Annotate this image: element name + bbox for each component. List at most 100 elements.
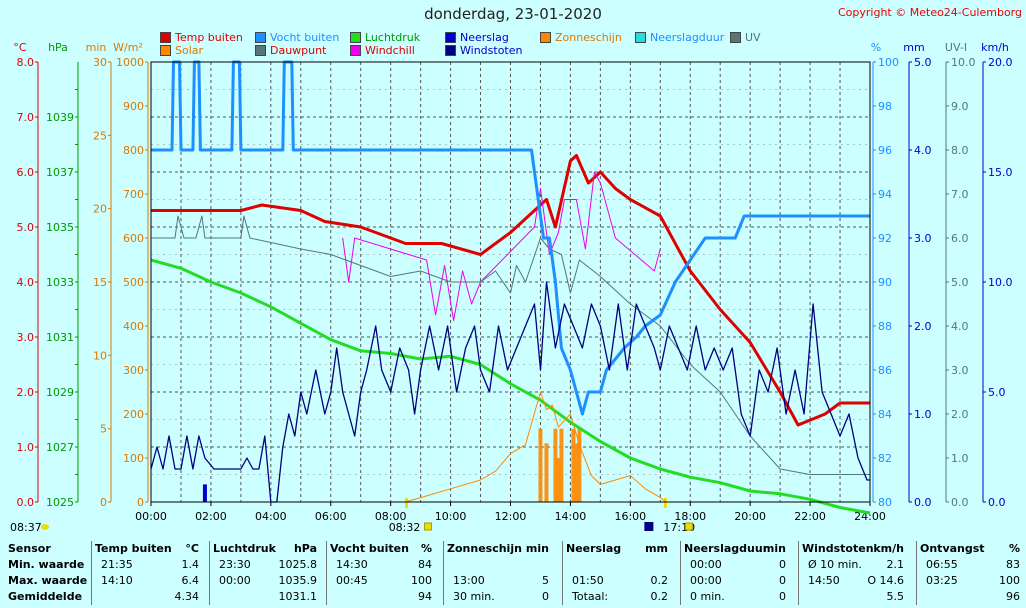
axis-unit-uv: UV-I xyxy=(945,41,967,54)
legend-item: Dauwpunt xyxy=(255,44,326,57)
tick-label-solar: 900 xyxy=(123,100,144,113)
tick-label-pressure: 1031 xyxy=(46,331,74,344)
series-line-temp-buiten xyxy=(151,154,870,427)
series-line-windchill xyxy=(342,171,661,321)
x-tick-label: 22:00 xyxy=(794,510,826,523)
tick-label-humidity: 92 xyxy=(878,232,892,245)
plot-border xyxy=(150,61,871,503)
stats-value: 96 xyxy=(1006,590,1020,603)
tick-label-solar: 1000 xyxy=(116,56,144,69)
stats-value: 0 xyxy=(542,590,549,603)
stats-col-rain: Neerslag mm 01:50 0.2 Totaal: 0.2 xyxy=(566,541,672,607)
stats-value: 0.2 xyxy=(650,574,669,587)
tick-label-rain: 0.0 xyxy=(914,496,932,509)
weather-chart: 0.01.02.03.04.05.06.07.08.0°C10251027102… xyxy=(10,41,1013,534)
stats-separator xyxy=(326,541,327,605)
stats-value: 0.2 xyxy=(650,590,669,603)
stats-unit: min xyxy=(525,542,549,555)
legend-label: Temp buiten xyxy=(175,31,243,44)
tick-label-humidity: 88 xyxy=(878,320,892,333)
stats-unit: min xyxy=(762,542,786,555)
stats-value: 1035.9 xyxy=(278,574,318,587)
legend-swatch xyxy=(350,32,361,43)
stats-value: 100 xyxy=(999,574,1020,587)
tick-label-uv: 9.0 xyxy=(951,100,969,113)
legend-swatch xyxy=(255,32,266,43)
tick-label-uv: 3.0 xyxy=(951,364,969,377)
chart-legend: Temp buiten Vocht buiten Luchtdruk Neerslag… xyxy=(160,31,800,61)
tick-label-pressure: 1027 xyxy=(46,441,74,454)
bar-zonneschijn xyxy=(544,443,549,502)
x-tick-label: 12:00 xyxy=(495,510,527,523)
x-tick-label: 20:00 xyxy=(734,510,766,523)
stats-col-temp: Temp buiten °C 21:35 1.4 14:10 6.4 4.34 xyxy=(95,541,203,607)
tick-label-rain: 2.0 xyxy=(914,320,932,333)
stats-time: 0 min. xyxy=(690,590,725,603)
tick-label-temp: 0.0 xyxy=(17,496,35,509)
chart-title: donderdag, 23-01-2020 xyxy=(424,5,602,23)
tick-label-uv: 7.0 xyxy=(951,188,969,201)
stats-row-label: Sensor xyxy=(8,542,51,555)
tick-label-solar: 500 xyxy=(123,276,144,289)
tick-label-solar: 0 xyxy=(137,496,144,509)
legend-swatch xyxy=(445,32,456,43)
legend-label: Solar xyxy=(175,44,204,57)
legend-swatch xyxy=(350,45,361,56)
stats-col-pressure: Luchtdruk hPa 23:30 1025.8 00:00 1035.9 1031.1 xyxy=(213,541,321,607)
x-tick-label: 06:00 xyxy=(315,510,347,523)
stats-value: 100 xyxy=(411,574,432,587)
stats-col-wind: Windstoten km/h Ø 10 min. 2.1 14:50 O 14.6 5.5 xyxy=(802,541,908,607)
legend-item: Neerslagduur xyxy=(635,31,724,44)
stats-value: 0 xyxy=(779,574,786,587)
stats-header: Neerslag xyxy=(566,542,622,555)
stats-separator xyxy=(209,541,210,605)
stats-value: 4.34 xyxy=(174,590,200,603)
stats-value: 84 xyxy=(418,558,432,571)
tick-label-pressure: 1039 xyxy=(46,111,74,124)
tick-label-sun_minutes: 5 xyxy=(100,423,107,436)
bar-zonneschijn xyxy=(577,428,582,502)
current-time-label: 08:37 xyxy=(10,521,42,534)
tick-label-pressure: 1035 xyxy=(46,221,74,234)
tick-label-pressure: 1033 xyxy=(46,276,74,289)
legend-swatch xyxy=(445,45,456,56)
legend-label: Neerslag xyxy=(460,31,509,44)
stats-value: 5 xyxy=(542,574,549,587)
tick-label-temp: 1.0 xyxy=(17,441,35,454)
tick-label-sun_minutes: 15 xyxy=(93,276,107,289)
tick-label-humidity: 84 xyxy=(878,408,892,421)
stats-time: 14:10 xyxy=(101,574,133,587)
series-line-dauwpunt xyxy=(151,215,870,475)
stats-col-sensor: Sensor Min. waarde Max. waarde Gemiddelde xyxy=(8,541,92,607)
stats-time: 06:55 xyxy=(926,558,958,571)
moon-icon xyxy=(644,522,654,531)
legend-label: Windchill xyxy=(365,44,415,57)
tick-label-temp: 6.0 xyxy=(17,166,35,179)
stats-value: 1025.8 xyxy=(278,558,318,571)
tick-label-humidity: 96 xyxy=(878,144,892,157)
stats-value: 6.4 xyxy=(181,574,200,587)
bar-zonneschijn xyxy=(574,443,579,502)
stats-time: 21:35 xyxy=(101,558,133,571)
tick-label-solar: 400 xyxy=(123,320,144,333)
x-tick-label: 14:00 xyxy=(555,510,587,523)
tick-label-wind: 20.0 xyxy=(988,56,1013,69)
stats-value: 1031.1 xyxy=(278,590,318,603)
stats-time: 14:30 xyxy=(336,558,368,571)
copyright-text: Copyright © Meteo24-Culemborg xyxy=(838,6,1022,19)
legend-item: Neerslag xyxy=(445,31,509,44)
axis-unit-wind: km/h xyxy=(981,41,1009,54)
tick-label-solar: 600 xyxy=(123,232,144,245)
stats-header: Neerslagduur xyxy=(684,542,769,555)
legend-swatch xyxy=(635,32,646,43)
tick-label-uv: 8.0 xyxy=(951,144,969,157)
tick-label-uv: 4.0 xyxy=(951,320,969,333)
x-tick-label: 08:00 xyxy=(375,510,407,523)
stats-unit: % xyxy=(1008,542,1020,555)
stats-value: 0 xyxy=(779,558,786,571)
tick-label-rain: 4.0 xyxy=(914,144,932,157)
tick-label-wind: 5.0 xyxy=(988,386,1006,399)
x-tick-label: 24:00 xyxy=(854,510,886,523)
sun-icon xyxy=(41,524,49,530)
stats-col-sunshine: Zonneschijn min 13:00 5 30 min. 0 xyxy=(447,541,553,607)
